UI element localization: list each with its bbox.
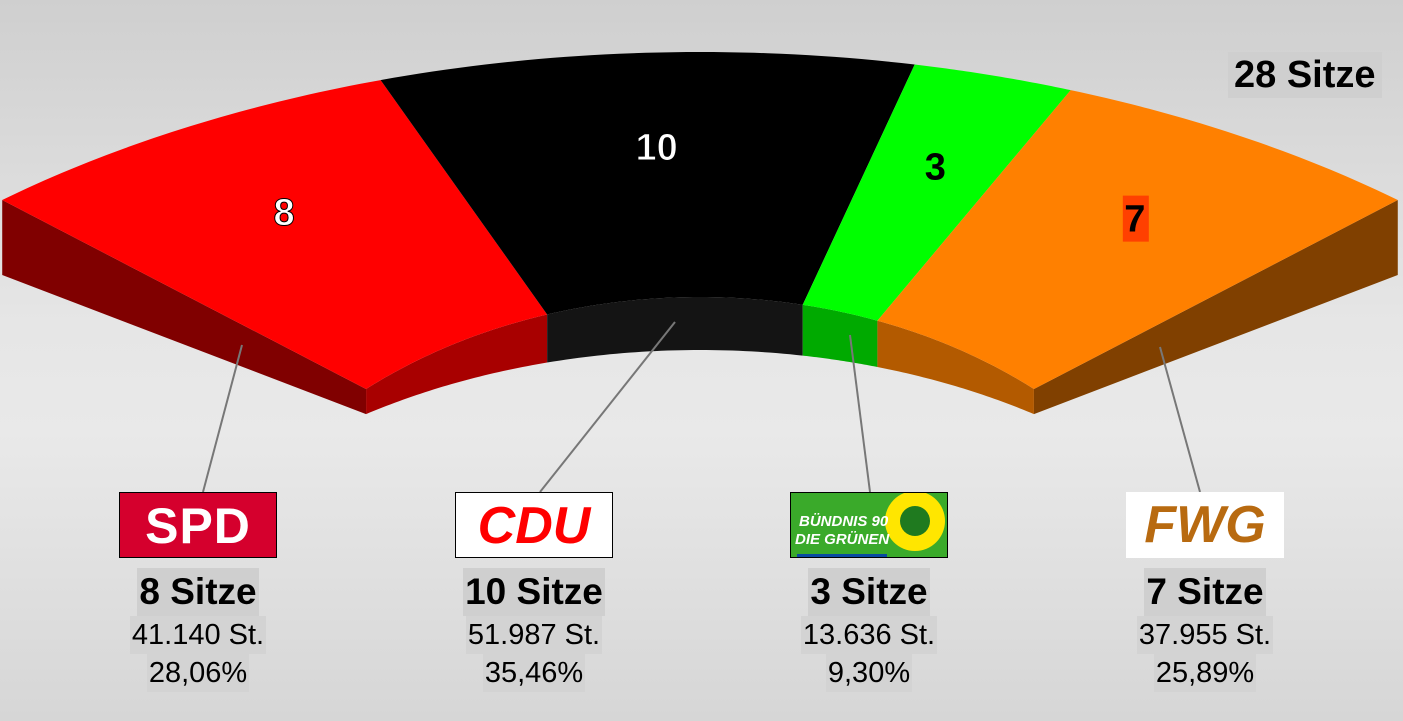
- segment-spd: [2, 80, 548, 390]
- segment-inner-side: [366, 314, 548, 415]
- gruene-logo: BÜNDNIS 90 DIE GRÜNEN: [790, 492, 948, 558]
- segment-bndnis: [802, 64, 1071, 321]
- votes-label: 51.987 St.: [465, 616, 603, 654]
- total-seats-label: 28 Sitze: [1228, 52, 1382, 98]
- logo-stripe: [797, 554, 887, 557]
- segment-inner-side: [877, 320, 1034, 415]
- percent-label: 28,06%: [146, 654, 250, 692]
- fwg-logo-text: FWG: [1144, 496, 1266, 554]
- segment-cdu: [380, 52, 915, 315]
- party-fwg: FWG 7 Sitze 37.955 St. 25,89%: [1055, 492, 1355, 692]
- gruene-logo-line2: DIE GRÜNEN: [795, 531, 890, 548]
- gruene-logo-line1: BÜNDNIS 90: [799, 513, 889, 530]
- party-cdu: CDU 10 Sitze 51.987 St. 35,46%: [384, 492, 684, 692]
- votes-label: 13.636 St.: [800, 616, 938, 654]
- party-gruene: BÜNDNIS 90 DIE GRÜNEN 3 Sitze 13.636 St.…: [719, 492, 1019, 692]
- sunflower-icon: [885, 493, 945, 551]
- leader-line: [1159, 346, 1201, 493]
- segment-seat-count: 8: [274, 192, 295, 234]
- spd-logo: SPD: [119, 492, 277, 558]
- segment-seat-count: 7: [1124, 199, 1145, 241]
- segment-seat-count: 10: [636, 127, 678, 169]
- seats-label: 10 Sitze: [463, 568, 605, 616]
- seat-count-highlight: [1122, 195, 1149, 242]
- leader-line: [539, 321, 676, 493]
- cdu-logo-text: CDU: [477, 497, 591, 555]
- fwg-logo: FWG: [1126, 492, 1284, 558]
- segment-seat-count: 3: [925, 146, 946, 188]
- segment-inner-side: [802, 304, 878, 368]
- right-end-cap: [1033, 199, 1398, 415]
- seats-label: 8 Sitze: [137, 568, 259, 616]
- votes-label: 41.140 St.: [129, 616, 267, 654]
- spd-logo-text: SPD: [145, 498, 251, 554]
- percent-label: 9,30%: [825, 654, 913, 692]
- party-spd: SPD 8 Sitze 41.140 St. 28,06%: [48, 492, 348, 692]
- leader-line: [849, 334, 871, 493]
- left-end-cap: [2, 199, 367, 415]
- percent-label: 35,46%: [482, 654, 586, 692]
- votes-label: 37.955 St.: [1136, 616, 1274, 654]
- leader-line: [202, 344, 243, 493]
- percent-label: 25,89%: [1153, 654, 1257, 692]
- cdu-logo: CDU: [455, 492, 613, 558]
- seats-label: 7 Sitze: [1144, 568, 1266, 616]
- segment-inner-side: [547, 297, 803, 363]
- seats-label: 3 Sitze: [808, 568, 930, 616]
